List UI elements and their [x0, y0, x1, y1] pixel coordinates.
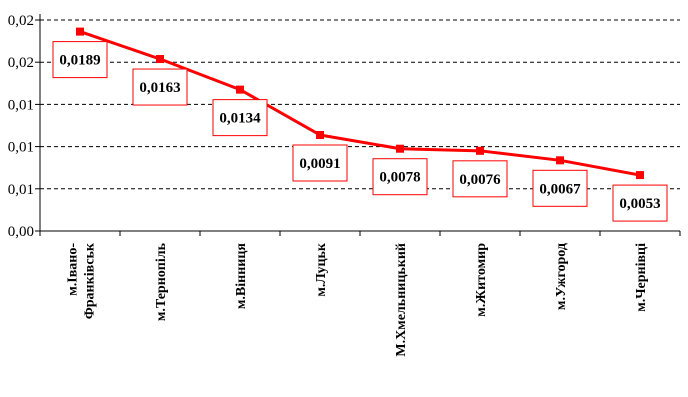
data-label-box: [372, 158, 428, 196]
data-label: 0,0076: [459, 172, 501, 188]
y-tick-label: 0,01: [8, 140, 34, 156]
x-tick-label-line: м.Луцьк: [314, 242, 329, 297]
x-tick-label: М.Хмельницький: [394, 243, 409, 357]
y-tick-label: 0,02: [8, 13, 34, 29]
data-point: [76, 27, 84, 36]
data-point: [636, 171, 644, 180]
x-tick-label: м.Вінниця: [234, 243, 249, 310]
data-point: [396, 144, 404, 153]
data-label-box: [452, 160, 508, 198]
data-label: 0,0053: [619, 196, 660, 212]
data-label: 0,0091: [299, 156, 340, 172]
x-tick-label-line: М.Хмельницький: [394, 243, 409, 357]
data-point: [236, 85, 244, 94]
x-tick-label: м.Житомир: [474, 243, 489, 317]
x-tick-label: м.Чернівці: [634, 243, 649, 312]
data-point: [476, 146, 484, 155]
y-tick-label: 0,01: [8, 182, 34, 198]
data-label: 0,0067: [539, 181, 581, 197]
x-tick-label-line: м.Івано-: [66, 243, 81, 296]
x-tick-label-line: м.Тернопіль: [154, 242, 169, 321]
x-tick-label: м.Ужгород: [554, 243, 569, 310]
x-tick-label-line: м.Чернівці: [634, 243, 649, 312]
data-label: 0,0163: [139, 80, 180, 96]
data-label-box: [532, 169, 588, 207]
data-point: [316, 130, 324, 139]
axes: [35, 14, 681, 236]
data-label: 0,0078: [379, 170, 420, 186]
y-tick-label: 0,01: [8, 97, 34, 113]
series-line: [79, 30, 641, 177]
x-tick-label-line: Франківськ: [83, 242, 98, 319]
data-label-box: [52, 41, 108, 79]
x-tick-label: м.Івано- Франківськ: [66, 242, 98, 319]
x-tick-label: м.Луцьк: [314, 242, 329, 297]
data-point: [556, 156, 564, 165]
x-tick-labels: м.Івано- Франківськ м.Тернопіль м.Вінниця м.…: [66, 242, 650, 357]
x-tick-label-line: м.Вінниця: [234, 243, 249, 310]
y-tick-label: 0,02: [8, 55, 34, 71]
data-label-box: [292, 144, 348, 182]
x-tick-label-line: м.Житомир: [474, 243, 489, 317]
x-tick-label: м.Тернопіль: [154, 242, 169, 321]
y-tick-labels: 0,00 0,01 0,01 0,01 0,02 0,02: [8, 13, 34, 240]
data-label: 0,0189: [59, 53, 100, 69]
data-label-box: [612, 184, 668, 222]
data-label: 0,0134: [219, 111, 261, 127]
data-point: [156, 55, 164, 64]
data-labels: 0,0189 0,0163 0,0134 0,0091 0,0078 0,0076 0,00…: [52, 41, 668, 222]
y-tick-label: 0,00: [8, 224, 34, 240]
series-line-layer: [76, 27, 644, 180]
x-tick-label-line: м.Ужгород: [554, 243, 569, 310]
data-label-box: [132, 68, 188, 106]
data-label-box: [212, 99, 268, 137]
